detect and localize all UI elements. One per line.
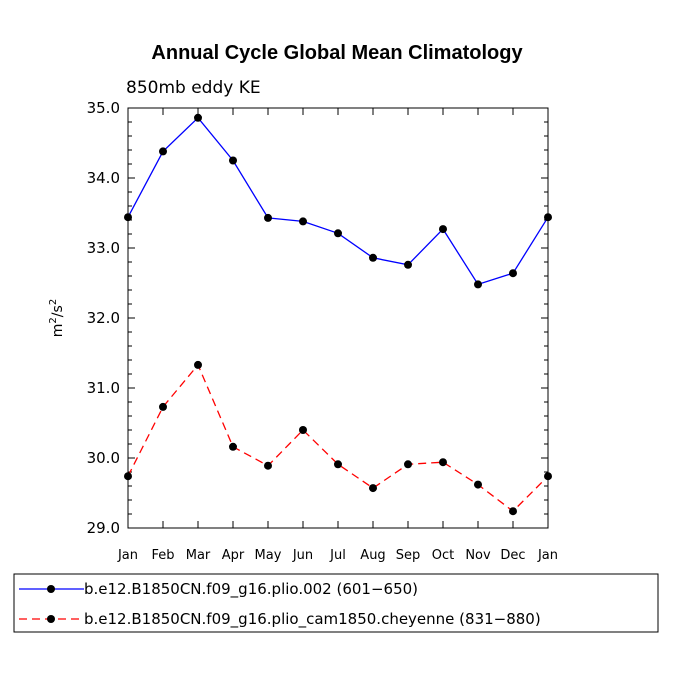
data-point (474, 280, 482, 289)
data-point (404, 460, 412, 469)
legend-marker-series-2 (47, 615, 55, 623)
data-point (509, 269, 517, 278)
x-tick-label: Jul (329, 548, 346, 563)
legend-box (13, 573, 659, 633)
x-tick-label: Jan (117, 548, 138, 563)
y-tick-label: 34.0 (87, 169, 120, 187)
x-tick-label: Dec (500, 548, 525, 563)
y-tick-label: 32.0 (87, 309, 120, 327)
data-point (369, 484, 377, 493)
x-tick-label: Jun (292, 548, 313, 563)
data-point (299, 426, 307, 434)
legend-marker-series-1 (47, 585, 55, 593)
data-point (194, 360, 202, 369)
y-tick-label: 30.0 (87, 449, 120, 467)
data-point (159, 402, 167, 411)
data-point (264, 213, 272, 222)
data-point (509, 507, 517, 516)
x-tick-label: Mar (186, 548, 211, 563)
chart-subtitle: 850mb eddy KE (126, 78, 261, 98)
x-tick-label: Feb (151, 548, 174, 563)
data-point (439, 458, 447, 467)
legend-label-series-2: b.e12.B1850CN.f09_g16.plio_cam1850.cheye… (84, 610, 541, 629)
y-tick-label: 35.0 (87, 99, 120, 117)
data-point (404, 260, 412, 269)
y-tick-label: 33.0 (87, 239, 120, 257)
x-tick-label: Nov (465, 548, 491, 563)
data-point (544, 472, 552, 481)
data-point (439, 225, 447, 234)
chart-title: Annual Cycle Global Mean Climatology (151, 42, 523, 64)
plot-area: 29.0 30.0 31.0 32.0 33.0 34.0 35.0 Jan Feb Mar Apr… (87, 99, 558, 563)
data-point (299, 217, 307, 226)
data-point (194, 113, 202, 122)
data-point (474, 480, 482, 489)
x-tick-label: Sep (396, 548, 421, 563)
data-point (334, 460, 342, 469)
legend-label-series-1: b.e12.B1850CN.f09_g16.plio.002 (601−650) (84, 580, 418, 599)
data-point (229, 442, 237, 451)
y-axis-label: m2/s2 (48, 299, 66, 337)
x-tick-label: Apr (222, 548, 245, 563)
y-tick-label: 31.0 (87, 379, 120, 397)
data-point (264, 461, 272, 470)
data-point (544, 213, 552, 222)
y-tick-label: 29.0 (87, 519, 120, 537)
series-line-2 (127, 363, 549, 513)
data-point (369, 253, 377, 262)
data-point (124, 213, 132, 222)
data-point (159, 147, 167, 156)
series-line-1 (127, 116, 549, 286)
x-tick-label: Jan (537, 548, 558, 563)
data-point (229, 156, 237, 165)
data-point (124, 472, 132, 481)
legend: b.e12.B1850CN.f09_g16.plio.002 (601−650)… (13, 573, 659, 633)
x-tick-label: Oct (432, 548, 454, 563)
x-tick-label: May (255, 548, 282, 563)
x-tick-label: Aug (360, 548, 385, 563)
data-point (334, 229, 342, 238)
